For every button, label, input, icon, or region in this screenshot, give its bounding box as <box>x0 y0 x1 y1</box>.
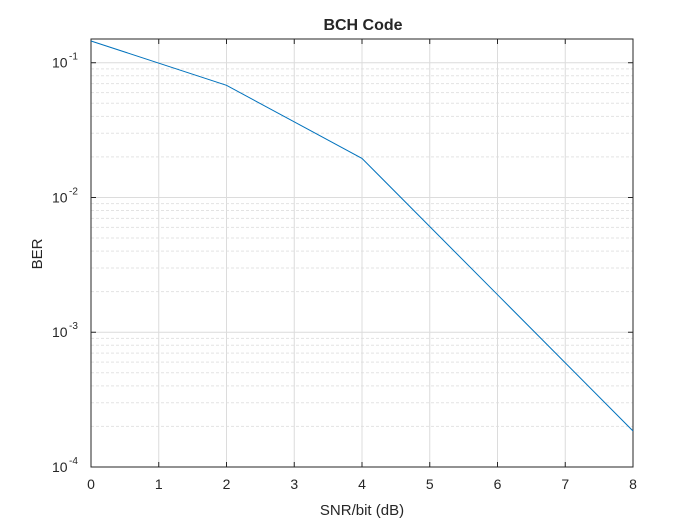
plot-area: 0 1 2 3 4 5 6 7 810-110-210-310-4 <box>52 38 637 492</box>
series-line <box>90 40 634 432</box>
y-tick-label: 10 <box>52 459 68 475</box>
y-tick-exponent: -1 <box>69 52 78 63</box>
y-tick-label: 10 <box>52 189 68 205</box>
x-tick-label: 7 <box>561 476 569 492</box>
x-tick-label: 1 <box>155 476 163 492</box>
x-axis-label: SNR/bit (dB) <box>320 502 404 519</box>
y-tick-exponent: -2 <box>69 186 78 197</box>
x-tick-label: 2 <box>223 476 231 492</box>
chart-title: BCH Code <box>323 17 402 34</box>
x-tick-label: 6 <box>494 476 502 492</box>
y-tick-exponent: -3 <box>69 321 78 332</box>
y-tick-label: 10 <box>52 324 68 340</box>
y-axis-label: BER <box>29 238 46 269</box>
x-tick-label: 0 <box>87 476 95 492</box>
x-tick-label: 8 <box>629 476 637 492</box>
x-tick-label: 3 <box>290 476 298 492</box>
y-tick-label: 10 <box>52 55 68 71</box>
y-tick-exponent: -4 <box>69 456 78 467</box>
x-tick-label: 5 <box>426 476 434 492</box>
x-tick-label: 4 <box>358 476 366 492</box>
